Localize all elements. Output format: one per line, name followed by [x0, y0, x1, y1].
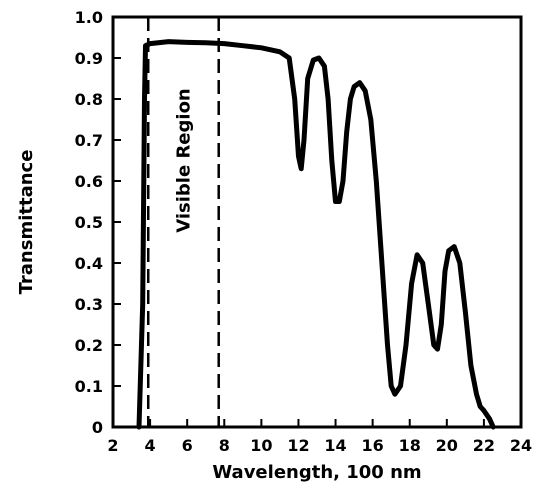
visible-region-markers: [146, 17, 220, 427]
x-tick-label: 4: [145, 436, 156, 455]
x-tick-label: 12: [287, 436, 309, 455]
y-tick-label: 0: [92, 418, 103, 437]
series-group: [136, 39, 496, 430]
x-tick-label: 16: [362, 436, 384, 455]
x-tick-label: 14: [324, 436, 346, 455]
x-tick-label: 20: [436, 436, 458, 455]
y-tick-label: 0.4: [75, 254, 103, 273]
y-axis-title: Transmittance: [16, 150, 37, 295]
x-tick-label: 24: [510, 436, 532, 455]
y-tick-label: 0.1: [75, 377, 103, 396]
y-tick-label: 0.8: [75, 90, 103, 109]
x-tick-label: 2: [107, 436, 118, 455]
chart-area: 2 4 6 8 10 12 14 16 18 20 22 24 00.10.20.30.40.50.6…: [75, 8, 532, 455]
y-tick-label: 0.5: [75, 213, 103, 232]
y-axis-ticks: [113, 16, 121, 428]
x-axis-ticks: [112, 419, 522, 427]
y-tick-label: 0.3: [75, 295, 103, 314]
x-tick-label: 18: [399, 436, 421, 455]
x-tick-label: 10: [250, 436, 272, 455]
y-axis-tick-labels: 0 0.1 0.2 0.3 0.4 0.5 0.6 0.7 0.8 0.9 1.0: [75, 8, 103, 437]
visible-region-label: Visible Region: [173, 88, 194, 233]
y-tick-label: 0.9: [75, 49, 103, 68]
x-axis-title: Wavelength, 100 nm: [212, 462, 421, 483]
y-tick-label: 0.7: [75, 131, 103, 150]
x-tick-label: 8: [219, 436, 230, 455]
x-axis-tick-labels: 2 4 6 8 10 12 14 16 18 20 22 24: [107, 436, 532, 455]
y-tick-label: 1.0: [75, 8, 103, 27]
y-tick-label: 0.2: [75, 336, 103, 355]
x-tick-label: 22: [473, 436, 495, 455]
x-tick-label: 6: [182, 436, 193, 455]
transmittance-line: [136, 39, 496, 430]
y-tick-label: 0.6: [75, 172, 103, 191]
